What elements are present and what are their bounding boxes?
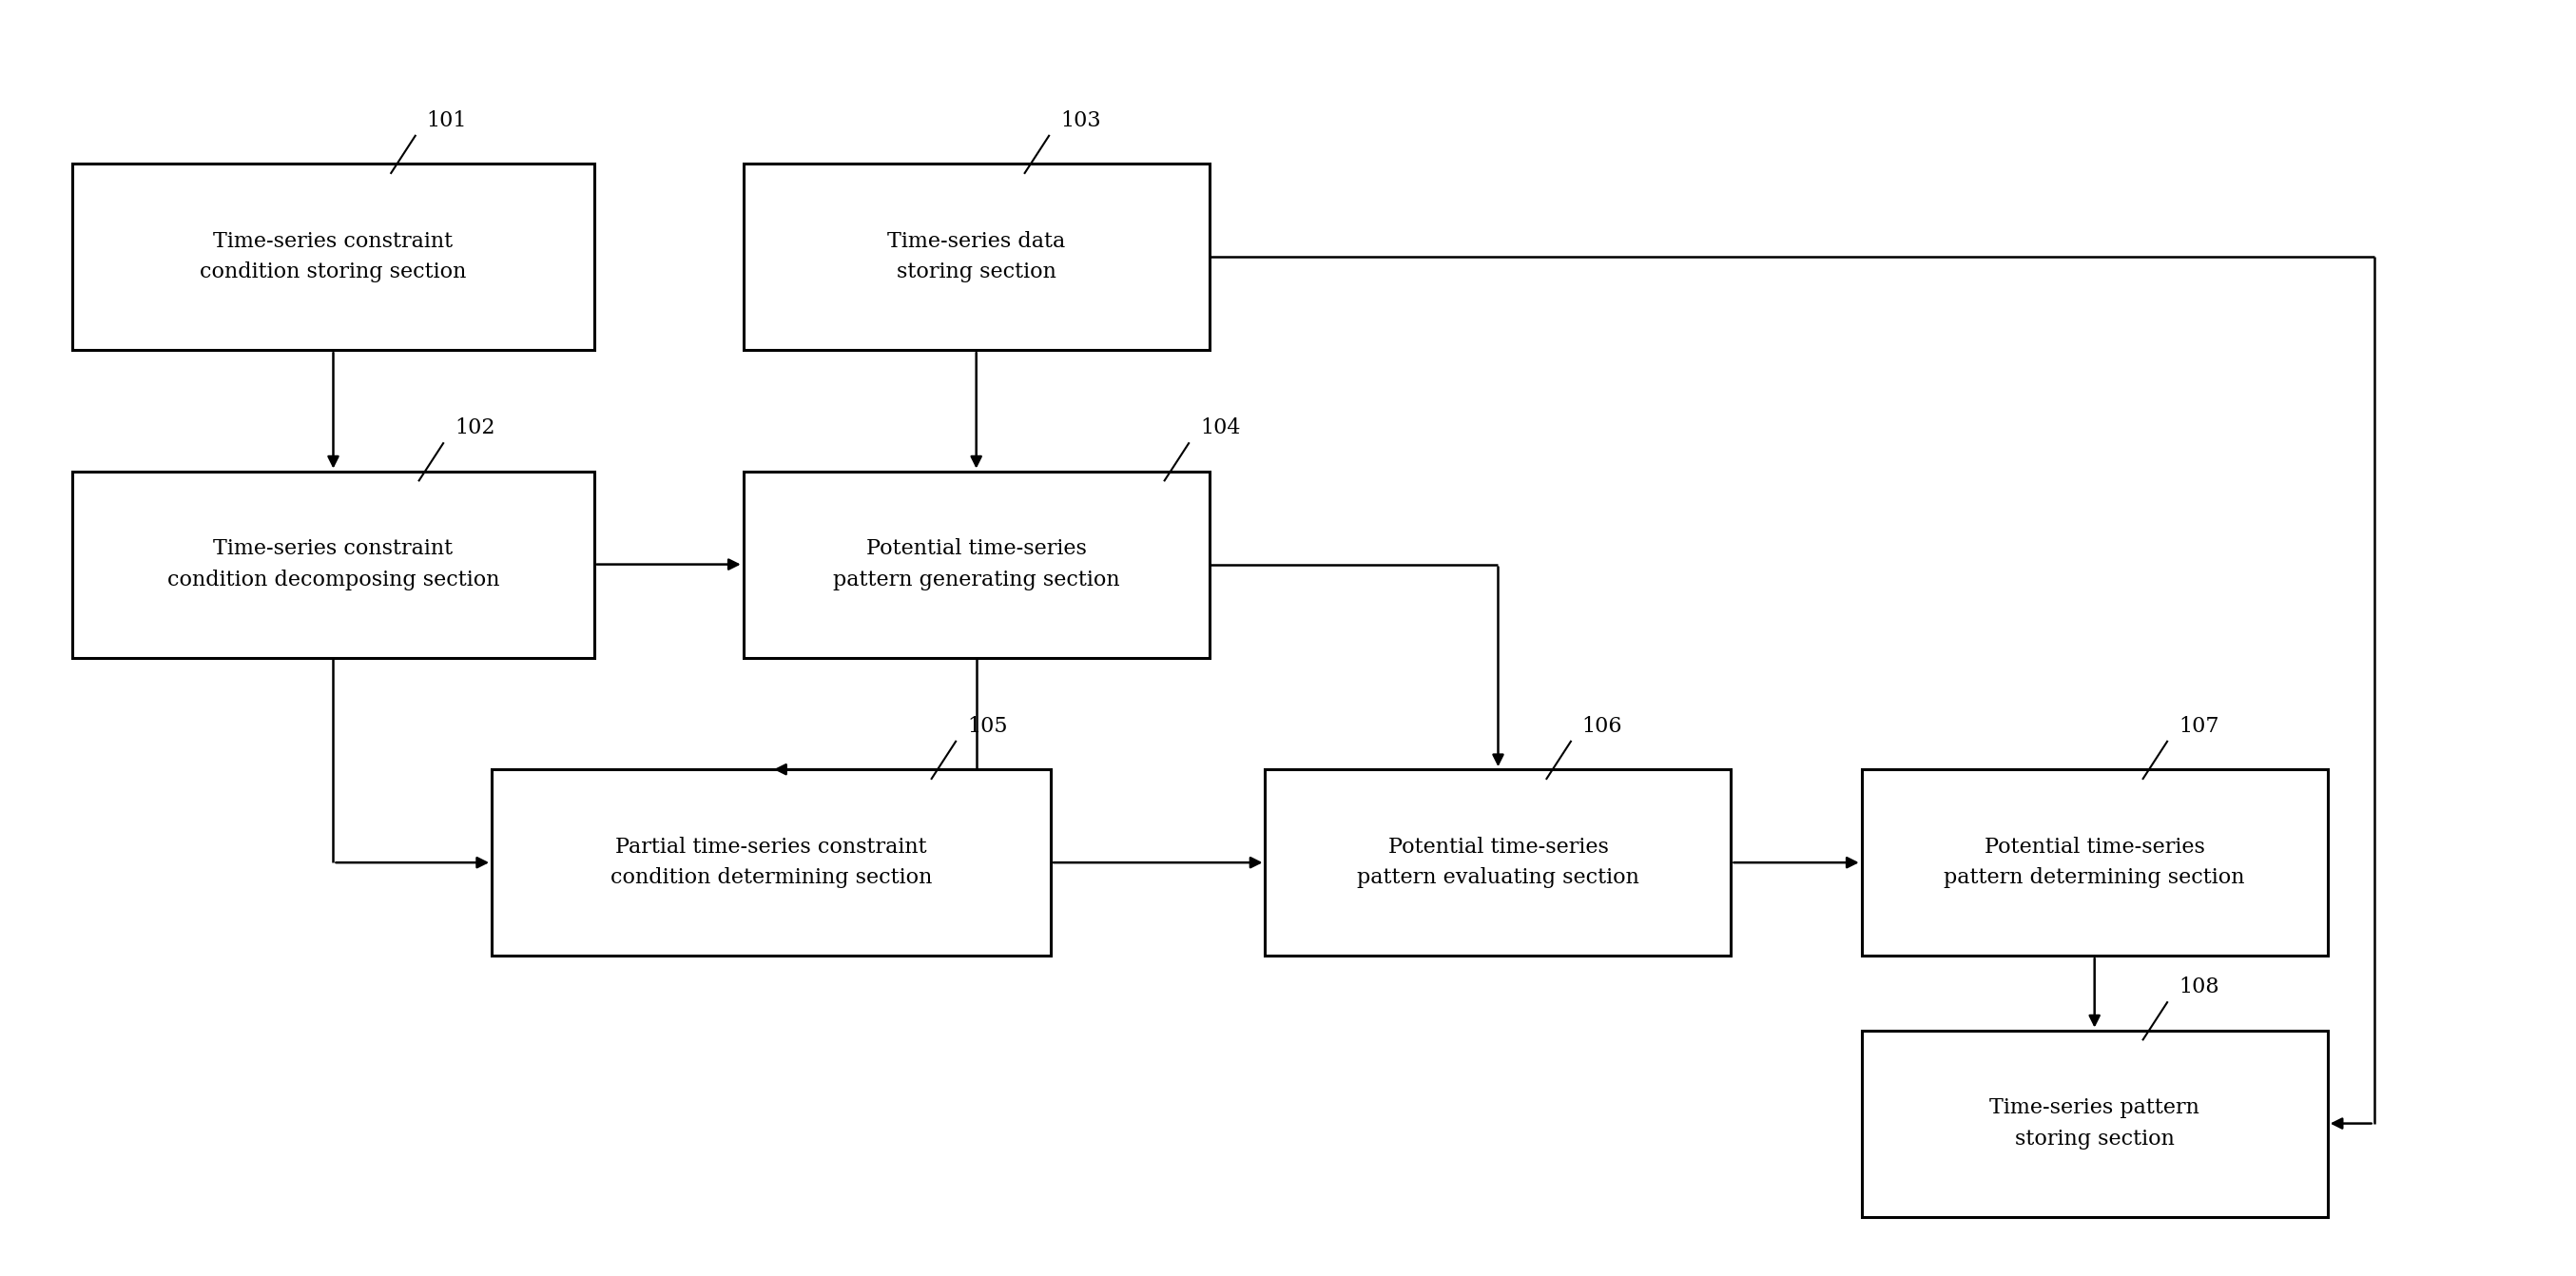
Text: 108: 108 xyxy=(2179,976,2218,998)
Text: Potential time-series
pattern generating section: Potential time-series pattern generating… xyxy=(832,538,1121,591)
Text: 107: 107 xyxy=(2179,716,2218,736)
Text: Partial time-series constraint
condition determining section: Partial time-series constraint condition… xyxy=(611,837,933,888)
Text: 101: 101 xyxy=(428,110,466,131)
Text: 102: 102 xyxy=(453,417,495,439)
Text: 103: 103 xyxy=(1061,110,1100,131)
Text: Potential time-series
pattern determining section: Potential time-series pattern determinin… xyxy=(1945,837,2246,888)
FancyBboxPatch shape xyxy=(744,163,1208,350)
FancyBboxPatch shape xyxy=(1265,769,1731,956)
Text: Potential time-series
pattern evaluating section: Potential time-series pattern evaluating… xyxy=(1358,837,1638,888)
Text: 105: 105 xyxy=(966,716,1007,736)
Text: Time-series constraint
condition storing section: Time-series constraint condition storing… xyxy=(201,231,466,283)
Text: 106: 106 xyxy=(1582,716,1623,736)
Text: 104: 104 xyxy=(1200,417,1242,439)
FancyBboxPatch shape xyxy=(72,163,595,350)
Text: Time-series data
storing section: Time-series data storing section xyxy=(886,231,1066,283)
FancyBboxPatch shape xyxy=(744,471,1208,657)
FancyBboxPatch shape xyxy=(1862,1030,2329,1216)
FancyBboxPatch shape xyxy=(492,769,1051,956)
Text: Time-series pattern
storing section: Time-series pattern storing section xyxy=(1989,1097,2200,1150)
FancyBboxPatch shape xyxy=(72,471,595,657)
FancyBboxPatch shape xyxy=(1862,769,2329,956)
Text: Time-series constraint
condition decomposing section: Time-series constraint condition decompo… xyxy=(167,538,500,591)
